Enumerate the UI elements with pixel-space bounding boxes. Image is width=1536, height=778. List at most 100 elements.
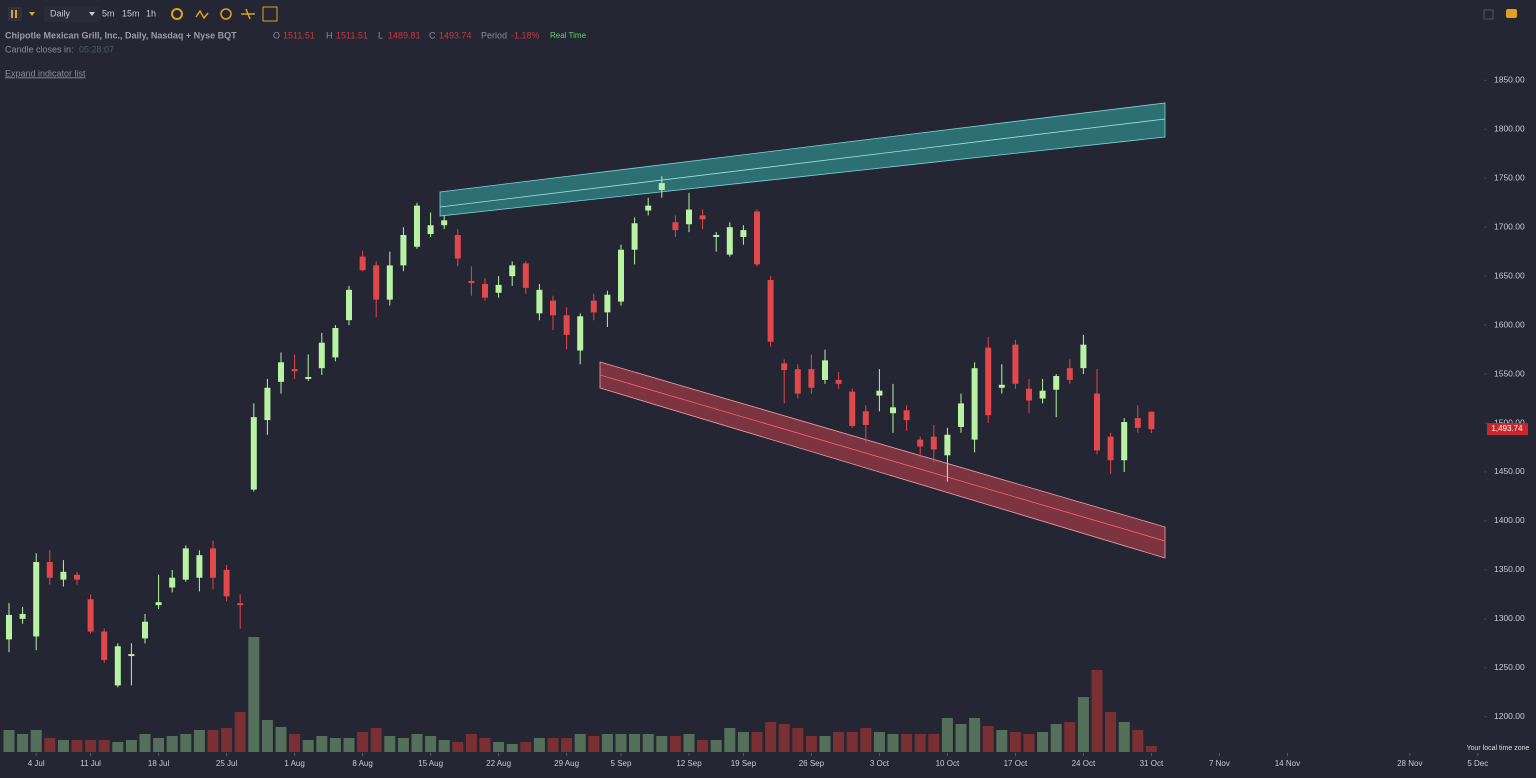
interval-button[interactable]: 5m [102,8,115,18]
legend-label: Period [481,30,507,40]
clock-button[interactable] [220,8,232,20]
x-tick-label: 24 Oct [1072,759,1096,768]
toolbar: Daily 5m 15m 1h [8,6,1517,22]
volume-bar [955,724,967,752]
timeframe-select[interactable] [44,6,100,22]
y-tick-label: 1500.00 [1494,417,1525,427]
volume-bar [207,730,219,752]
volume-bar [1037,732,1049,752]
candle-body [1107,436,1114,461]
dropdown-icon[interactable] [29,12,35,16]
candle-body [890,407,896,414]
draw-button[interactable] [241,8,255,20]
candle-body [917,439,924,447]
interval-button[interactable]: 1h [146,8,156,18]
candle-body [590,300,597,313]
candle-body [414,205,420,247]
volume-bar [506,744,518,752]
channel-upper [439,102,1166,217]
volume-bar [166,736,178,752]
timeframe[interactable]: Daily [50,8,71,18]
dropdown-icon [89,12,95,16]
expand-indicators[interactable]: Expand indicator list [5,68,86,78]
x-tick-label: 29 Aug [554,759,579,768]
candle-body [550,300,556,316]
x-tick-label: 4 Jul [28,759,45,768]
candle-body [441,220,448,226]
volume-bar [561,738,573,752]
fullscreen-button[interactable] [1483,9,1494,20]
candle-body [930,436,937,450]
legend-value: -1.18% [511,30,540,40]
volume-bar [180,734,192,752]
volume-bar [411,734,423,752]
volume-bar [370,728,382,752]
volume-bar [3,730,15,752]
volume-bar [44,738,56,752]
volume-bar [465,734,477,752]
candle-body [604,294,611,313]
volume-bar [85,740,97,752]
candle-body [318,342,325,369]
candle-body [536,289,543,314]
candle-body [46,562,53,578]
candle-body [1094,393,1100,451]
last-price-label: 1,493.74 [1491,424,1523,433]
candle-body [658,183,665,190]
volume-bar [547,738,559,752]
candle-body [454,235,461,259]
candle-body [264,387,271,421]
volume-bar [615,734,627,752]
candle-body [631,223,638,250]
candle-body [563,315,570,335]
volume-bar [221,728,233,752]
x-tick-label: 11 Jul [80,759,101,768]
candle-body [1012,344,1019,384]
volume-bar [996,730,1008,752]
volume-bar [479,738,491,752]
candle-body [291,369,298,372]
candle-body [522,263,529,288]
candle-body [808,369,815,388]
log-button[interactable] [262,6,278,22]
volume-bar [438,740,450,752]
volume-bar [357,732,369,752]
volume-bar [261,720,273,752]
volume-bar [1132,730,1144,752]
volume-bar [112,742,124,752]
candle-body [169,577,176,588]
candle-body [726,227,733,255]
x-tick-label: 17 Oct [1004,759,1028,768]
countdown-label: Candle closes in: [5,44,74,54]
interval-button[interactable]: 15m [122,8,140,18]
candle-body [346,289,352,321]
candle-body [767,280,774,342]
indicators-button[interactable] [195,9,209,20]
screenshot-button[interactable] [1506,9,1517,18]
candle-body [101,631,108,660]
candle-body [6,614,12,640]
x-tick-label: 22 Aug [486,759,511,768]
candle-body [155,602,162,606]
volume-bar [751,732,763,752]
price-pane [6,176,1155,688]
y-tick-label: 1550.00 [1494,368,1525,378]
candle-body [373,265,380,300]
candle-body [876,390,883,396]
channel-center [439,118,1166,208]
volume-bar [275,727,287,752]
candle-body [468,281,475,283]
volume-bar [969,718,981,752]
legend-value: 1489.81 [388,30,421,40]
y-tick-label: 1800.00 [1494,124,1525,134]
candle-body [849,391,856,426]
volume-bar [493,742,505,752]
icon [15,10,17,18]
volume-bar [520,742,532,752]
volume-bar [765,722,777,752]
y-tick-label: 1450.00 [1494,466,1525,476]
settings-button[interactable] [171,8,183,20]
volume-bar [629,734,641,752]
volume-bar [860,728,872,752]
channel-band [439,102,1166,217]
